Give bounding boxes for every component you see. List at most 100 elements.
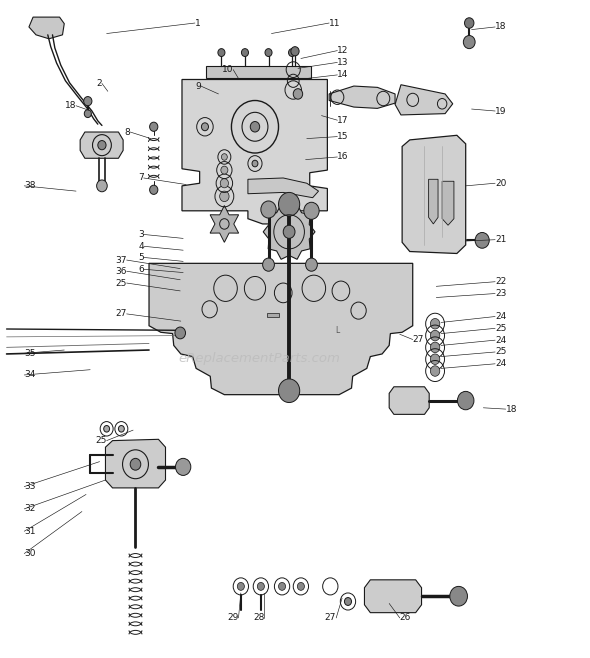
Circle shape bbox=[218, 49, 225, 57]
Circle shape bbox=[97, 180, 107, 191]
Text: 29: 29 bbox=[227, 613, 238, 622]
Circle shape bbox=[221, 166, 228, 174]
Circle shape bbox=[257, 582, 264, 590]
Circle shape bbox=[201, 123, 208, 131]
Polygon shape bbox=[106, 440, 166, 488]
Text: 27: 27 bbox=[115, 309, 127, 318]
Text: 25: 25 bbox=[495, 324, 506, 333]
Circle shape bbox=[304, 202, 319, 219]
Text: 4: 4 bbox=[138, 241, 144, 251]
Circle shape bbox=[265, 49, 272, 57]
Circle shape bbox=[430, 354, 440, 365]
Circle shape bbox=[241, 49, 248, 57]
Text: 25: 25 bbox=[495, 347, 506, 357]
Text: 31: 31 bbox=[24, 527, 36, 536]
Text: 27: 27 bbox=[325, 613, 336, 622]
Text: 18: 18 bbox=[506, 405, 517, 414]
Text: 13: 13 bbox=[337, 58, 349, 67]
Polygon shape bbox=[210, 205, 238, 242]
Text: 35: 35 bbox=[24, 349, 36, 358]
Circle shape bbox=[175, 327, 185, 339]
Circle shape bbox=[475, 232, 489, 248]
Circle shape bbox=[175, 459, 191, 476]
Polygon shape bbox=[402, 136, 466, 253]
Circle shape bbox=[104, 426, 110, 432]
Circle shape bbox=[450, 586, 467, 606]
Circle shape bbox=[430, 330, 440, 341]
Text: 12: 12 bbox=[337, 46, 349, 55]
Polygon shape bbox=[395, 85, 453, 115]
Polygon shape bbox=[182, 80, 327, 224]
Polygon shape bbox=[205, 66, 312, 78]
Circle shape bbox=[283, 225, 295, 238]
Circle shape bbox=[278, 379, 300, 403]
Circle shape bbox=[263, 258, 274, 271]
Circle shape bbox=[306, 258, 317, 271]
Polygon shape bbox=[263, 205, 315, 259]
Circle shape bbox=[430, 366, 440, 376]
Bar bbox=[267, 313, 279, 317]
Circle shape bbox=[278, 582, 286, 590]
Circle shape bbox=[293, 89, 303, 99]
Text: 19: 19 bbox=[495, 107, 507, 116]
Polygon shape bbox=[80, 132, 123, 159]
Polygon shape bbox=[329, 86, 395, 109]
Circle shape bbox=[463, 36, 475, 49]
Text: 3: 3 bbox=[138, 230, 144, 239]
Polygon shape bbox=[149, 263, 413, 395]
Text: 23: 23 bbox=[495, 289, 506, 298]
Text: 30: 30 bbox=[24, 549, 36, 558]
Text: 18: 18 bbox=[495, 22, 507, 32]
Circle shape bbox=[291, 47, 299, 56]
Polygon shape bbox=[389, 387, 429, 415]
Text: 26: 26 bbox=[400, 613, 411, 622]
Circle shape bbox=[119, 426, 124, 432]
Text: 11: 11 bbox=[329, 18, 340, 28]
Circle shape bbox=[250, 122, 260, 132]
Text: 20: 20 bbox=[495, 179, 506, 188]
Circle shape bbox=[84, 110, 91, 118]
Circle shape bbox=[219, 191, 229, 201]
Circle shape bbox=[221, 154, 227, 161]
Circle shape bbox=[150, 122, 158, 132]
Circle shape bbox=[278, 192, 300, 216]
Circle shape bbox=[430, 342, 440, 353]
Text: eReplacementParts.com: eReplacementParts.com bbox=[179, 352, 340, 365]
Text: 22: 22 bbox=[495, 277, 506, 286]
Circle shape bbox=[84, 97, 92, 106]
Text: 8: 8 bbox=[124, 128, 130, 136]
Text: 2: 2 bbox=[96, 79, 102, 88]
Text: 37: 37 bbox=[115, 255, 127, 265]
Text: 24: 24 bbox=[495, 359, 506, 368]
Circle shape bbox=[252, 161, 258, 167]
Circle shape bbox=[457, 392, 474, 410]
Text: 15: 15 bbox=[337, 132, 349, 141]
Circle shape bbox=[220, 178, 228, 188]
Circle shape bbox=[150, 185, 158, 194]
Text: 14: 14 bbox=[337, 70, 349, 80]
Text: 24: 24 bbox=[495, 336, 506, 345]
Circle shape bbox=[297, 582, 304, 590]
Text: 24: 24 bbox=[495, 312, 506, 321]
Circle shape bbox=[261, 201, 276, 218]
Polygon shape bbox=[442, 181, 454, 225]
Circle shape bbox=[289, 49, 296, 57]
Text: L: L bbox=[335, 326, 339, 335]
Text: 16: 16 bbox=[337, 153, 349, 161]
Text: 27: 27 bbox=[413, 335, 424, 344]
Circle shape bbox=[464, 18, 474, 28]
Polygon shape bbox=[248, 178, 319, 197]
Text: 25: 25 bbox=[115, 278, 127, 288]
Circle shape bbox=[237, 582, 244, 590]
Text: 9: 9 bbox=[195, 82, 201, 91]
Text: 5: 5 bbox=[138, 253, 144, 262]
Text: 38: 38 bbox=[24, 182, 36, 190]
Polygon shape bbox=[365, 580, 421, 613]
Text: 33: 33 bbox=[24, 482, 36, 491]
Text: 28: 28 bbox=[253, 613, 264, 622]
Circle shape bbox=[98, 141, 106, 150]
Text: 36: 36 bbox=[115, 266, 127, 276]
Text: 18: 18 bbox=[64, 101, 76, 111]
Text: 6: 6 bbox=[138, 265, 144, 274]
Polygon shape bbox=[428, 179, 438, 224]
